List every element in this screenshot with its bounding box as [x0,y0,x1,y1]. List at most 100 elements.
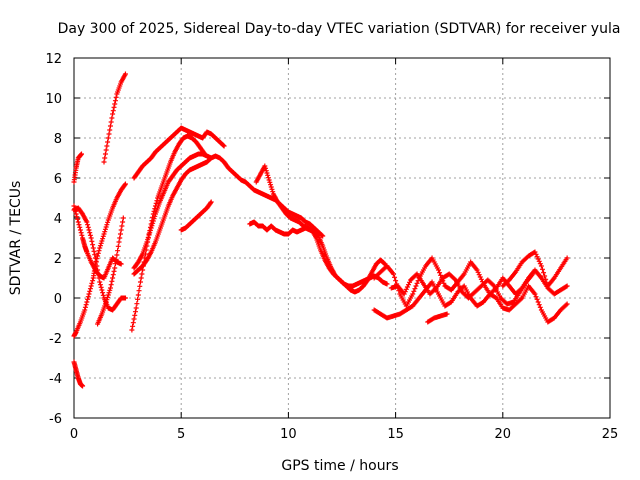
data-point [87,286,93,292]
data-point [145,234,151,240]
y-axis-label: SDTVAR / TECUs [8,181,24,296]
series-s2 [71,359,86,389]
grid-lines [74,58,610,418]
data-point [411,288,417,294]
data-point [538,263,544,269]
data-point [137,283,143,289]
data-point [262,163,268,169]
data-point [147,227,153,233]
data-point [79,151,85,157]
data-point [92,252,98,258]
series-s5 [71,203,124,281]
data-point [97,243,103,249]
data-point [101,231,107,237]
data-point [118,261,124,267]
data-point [82,304,88,310]
data-point [134,301,140,307]
data-point [73,211,79,217]
data-point [102,226,108,232]
data-point [150,218,156,224]
data-point [148,225,154,231]
data-point [135,292,141,298]
data-point [145,237,151,243]
data-point [86,227,92,233]
data-point [114,252,120,258]
data-point [115,243,121,249]
series-s9 [129,133,208,333]
data-point [110,275,116,281]
data-point [115,248,121,254]
data-point [109,115,115,121]
data-point [112,101,118,107]
data-point [221,143,227,149]
data-point [105,139,111,145]
data-point [153,200,159,206]
data-point [72,208,78,214]
data-point [132,312,138,318]
data-point [118,227,124,233]
data-point [116,239,122,245]
x-tick-label: 25 [602,427,619,442]
data-point [91,248,97,254]
data-point [437,270,443,276]
data-point [106,290,112,296]
data-point [84,299,90,305]
data-point [105,292,111,298]
data-point [96,248,102,254]
data-point [144,239,150,245]
data-point [77,227,83,233]
data-point [533,294,539,300]
data-point [109,278,115,284]
data-point [87,232,93,238]
data-point [99,287,105,293]
y-tick-label: -4 [49,372,62,387]
data-point [98,240,104,246]
data-point [541,270,547,276]
data-point [122,295,128,301]
data-point [89,280,95,286]
data-point [320,233,326,239]
data-point [103,299,109,305]
data-point [87,230,93,236]
data-point [110,272,116,278]
data-point [208,200,214,206]
data-point [84,219,90,225]
series-s8 [131,125,227,181]
data-point [110,108,116,114]
series-s4 [71,181,128,339]
data-point [122,71,128,77]
data-point [150,220,156,226]
data-point [85,294,91,300]
series-s6 [95,215,126,327]
data-point [104,297,110,303]
data-point [534,296,540,302]
data-point [104,143,110,149]
data-point [76,222,82,228]
data-point [108,282,114,288]
data-point [97,245,103,251]
y-tick-label: 0 [54,292,62,307]
data-point [117,231,123,237]
data-points [71,71,570,389]
data-point [537,304,543,310]
x-axis: 0 5 10 15 20 25 [70,58,618,442]
y-tick-label: -6 [49,412,62,427]
data-point [107,127,113,133]
data-point [120,215,126,221]
y-axis: -6 -4 -2 0 2 4 6 8 10 12 [45,52,610,427]
series-s7 [101,71,128,165]
data-point [393,278,399,284]
data-point [390,271,396,277]
data-point [108,119,114,125]
data-point [90,242,96,248]
data-point [136,288,142,294]
data-point [112,261,118,267]
data-point [149,223,155,229]
data-point [265,175,271,181]
data-point [542,273,548,279]
data-point [532,291,538,297]
data-point [130,323,136,329]
data-point [82,307,88,313]
data-point [266,177,272,183]
